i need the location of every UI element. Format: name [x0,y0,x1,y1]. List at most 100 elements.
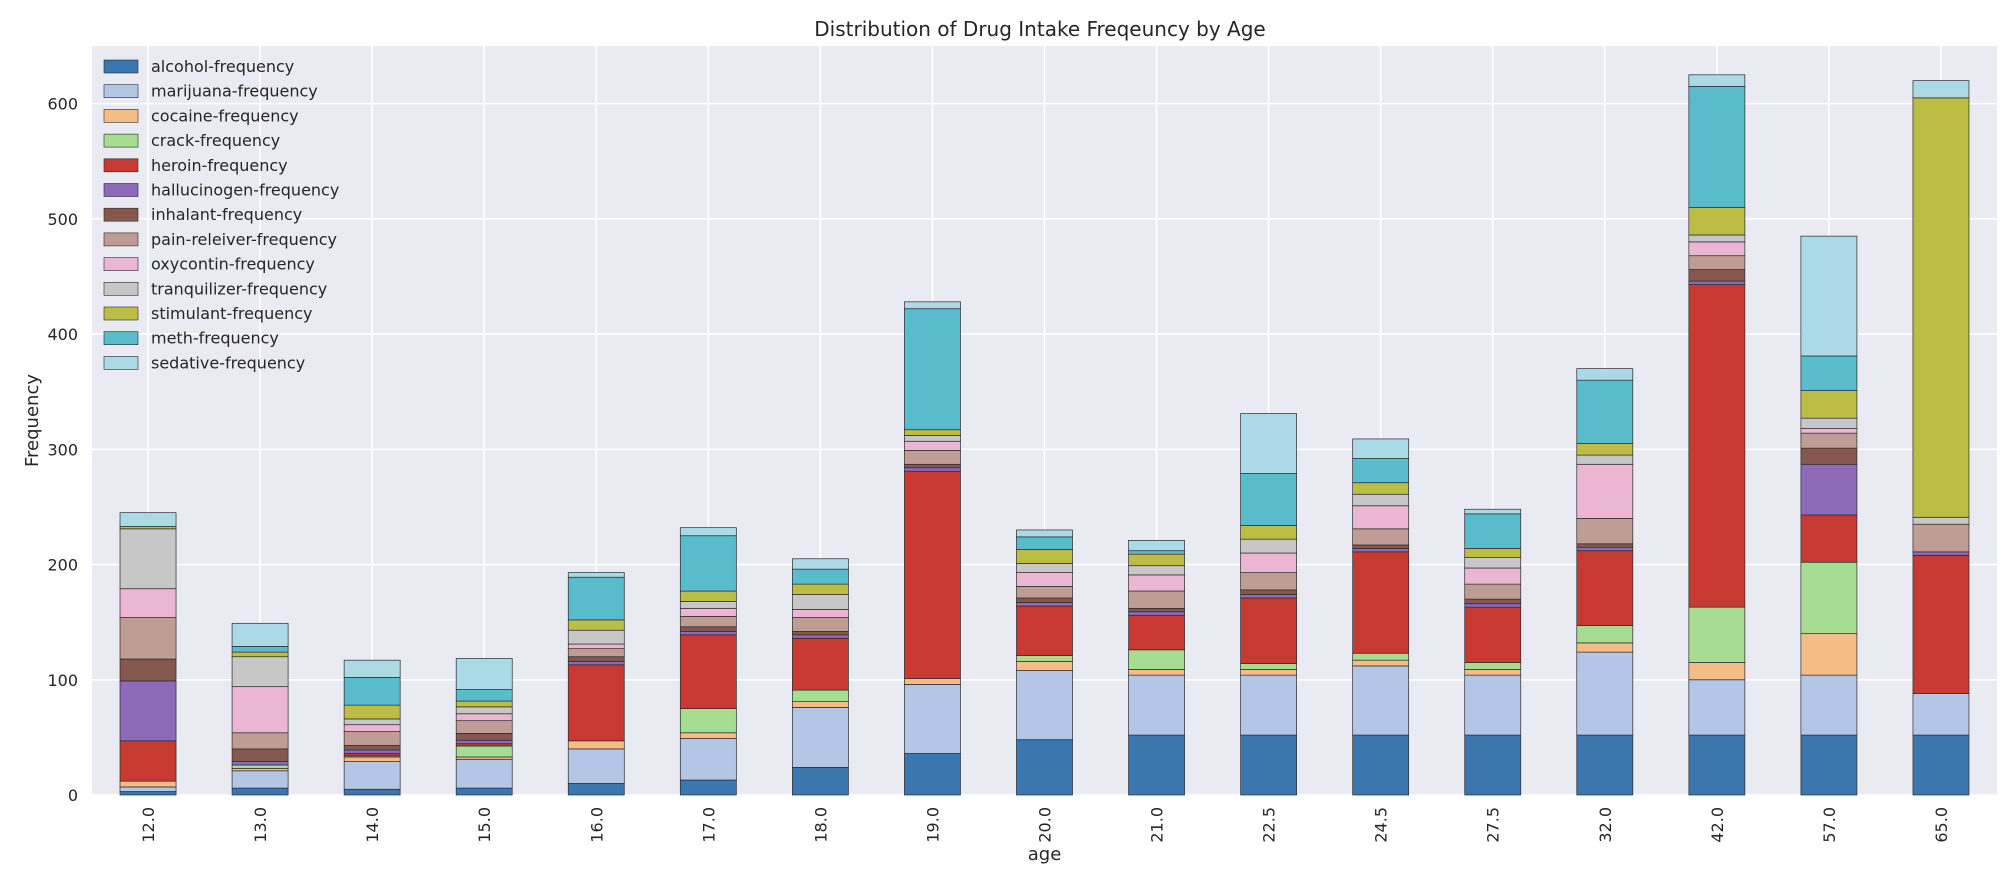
bar-segment [1016,572,1073,587]
bar-segment [792,766,849,796]
bar-segment [1352,544,1410,549]
bar-segment [1464,548,1522,558]
bar-segment [1800,463,1858,516]
x-axis-ticks: 12.0 13.0 14.0 15.0 16.0 17.0 18.0 19.0 20.0 21.0… [139,807,1951,843]
bar-segment [1352,652,1410,661]
bar-segment [1688,206,1746,236]
x-tick-label: 32.0 [1596,807,1615,843]
bar-segment [231,622,289,647]
bar-segment [1128,649,1185,670]
legend-label: hallucinogen-frequency [151,181,339,200]
bar-segment [1912,734,1970,796]
bar-segment [1128,590,1185,609]
bar-segment [1016,563,1073,573]
bar-segment [1240,674,1297,736]
bar-segment [567,576,625,621]
bar-segment [1800,561,1858,635]
legend-swatch [103,158,139,173]
bar-segment [567,748,625,784]
x-tick-label: 22.5 [1260,807,1279,843]
bar-segment [1352,505,1410,530]
bar-segment [679,738,737,781]
x-tick-label: 15.0 [475,807,494,843]
bar-segment [1912,693,1970,736]
x-tick-label: 57.0 [1820,807,1839,843]
bar-segment [1464,662,1522,670]
legend-label: inhalant-frequency [151,205,302,224]
bar-segment [455,733,513,741]
bar-segment [119,680,177,742]
bars [119,74,1970,796]
bar-segment [343,718,401,726]
bar-segment [679,607,737,617]
bar-segment [1016,655,1073,662]
bar-segment [1240,538,1297,554]
bar-segment [567,572,625,578]
bar-segment [904,301,961,310]
bar-segment [1576,518,1634,545]
bar-segment [1800,417,1858,429]
bar-segment [567,619,625,631]
bar-segment [1576,454,1634,465]
bar-segment [1240,669,1297,676]
bar-segment [455,745,513,758]
bar-segment [1576,443,1634,456]
bar-segment [231,770,289,789]
bar-segment [567,740,625,750]
bar-segment [1576,651,1634,736]
bar-segment [231,646,289,653]
bar-segment [567,643,625,650]
bar-segment [792,631,849,636]
bar-segment [455,739,513,745]
bar-segment [1464,557,1522,569]
bar-segment [1128,550,1185,555]
bar-segment [1240,473,1297,526]
bar-segment [1800,734,1858,796]
bar-segment [1240,734,1297,796]
bar-segment [1464,674,1522,736]
bar-segment [1128,553,1185,567]
bar-segment [1128,565,1185,576]
bar-segment [567,656,625,662]
bar-segment [792,568,849,585]
bar-segment [904,470,961,679]
bar-segment [1352,438,1410,459]
bar-segment [1240,552,1297,573]
bar-segment [231,686,289,734]
bar-segment [679,616,737,628]
bar-segment [1800,355,1858,391]
bar-segment [1688,241,1746,257]
bar-segment [119,658,177,682]
legend-swatch [103,133,139,148]
bar-segment [1240,663,1297,670]
bar-segment [1576,734,1634,796]
legend-swatch [103,183,139,197]
x-tick-label: 20.0 [1036,807,1055,843]
bar-segment [679,527,737,537]
bar-segment [1576,546,1634,552]
bar-segment [455,706,513,715]
bar-segment [343,677,401,706]
bar-segment [792,594,849,610]
bar-segment [1576,642,1634,653]
bar-segment [1688,284,1746,608]
bar-segment [1128,669,1185,676]
bar-segment [1128,611,1185,616]
bar-segment [1016,549,1073,564]
bar-segment [792,689,849,703]
bar-segment [1016,670,1073,741]
bar-segment [1240,525,1297,540]
y-tick-label: 200 [47,556,78,575]
bar-segment [1016,529,1073,538]
bar-segment [567,664,625,742]
bar-segment [792,637,849,691]
bar-segment [1128,674,1185,736]
bar-segment [1240,413,1297,474]
bar-segment [119,617,177,660]
bar-segment [679,626,737,632]
bar-segment [1800,633,1858,676]
bar-segment [1128,614,1185,651]
bar-segment [1576,368,1634,381]
bar-segment [231,787,289,796]
